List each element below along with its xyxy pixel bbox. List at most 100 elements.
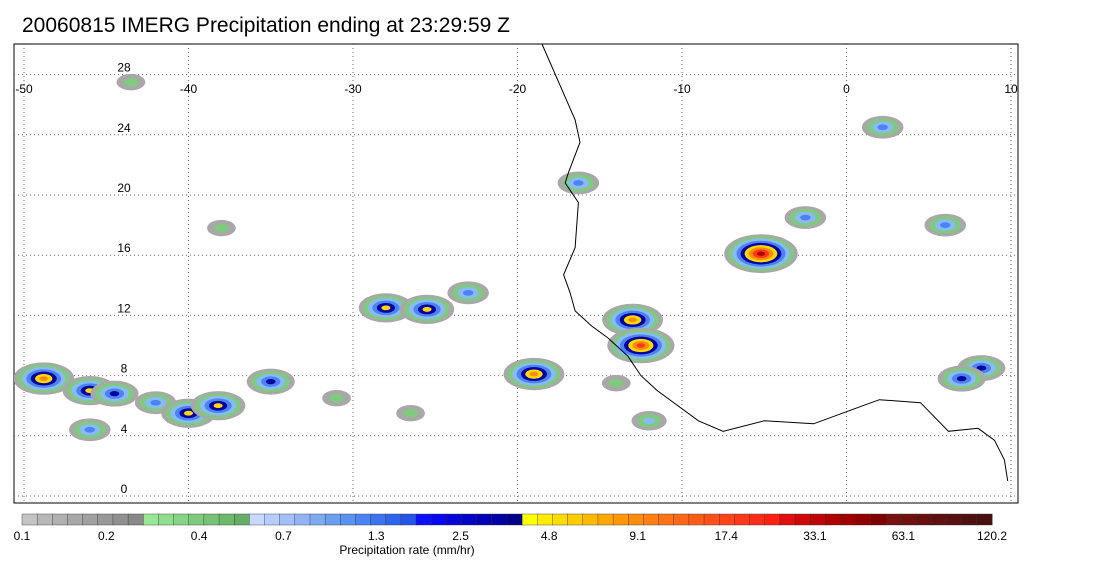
precip-cell	[396, 405, 425, 422]
colorbar-swatch	[946, 513, 963, 526]
colorbar-swatch	[552, 513, 569, 526]
colorbar-swatch	[188, 513, 205, 526]
axis-labels: -50 -40 -30 -20 -10 0 10 28 24 20 16 12 8 4 0	[15, 61, 1018, 496]
precip-cell	[69, 418, 111, 442]
colorbar-swatch	[279, 513, 296, 526]
precip-cell	[322, 389, 351, 407]
colorbar-swatch	[764, 513, 781, 526]
precip-contour	[800, 214, 811, 221]
lat-tick-label: 20	[117, 181, 131, 195]
precip-contour	[643, 417, 655, 425]
colorbar-swatch	[233, 513, 250, 526]
precip-contour	[940, 222, 951, 228]
precip-cell	[557, 171, 600, 195]
colorbar-swatch	[143, 513, 159, 526]
colorbar-swatch	[264, 513, 281, 526]
colorbar-swatch	[340, 513, 356, 526]
lat-tick-label: 4	[121, 422, 128, 436]
precip-contour	[976, 365, 987, 371]
precip-cell	[937, 365, 986, 392]
coastline	[541, 44, 1009, 481]
colorbar-tick-label: 0.2	[98, 529, 115, 543]
colorbar-tick-label: 9.1	[629, 529, 646, 543]
precip-cell	[358, 293, 414, 323]
precip-contour	[381, 305, 391, 311]
colorbar-tick-label: 120.2	[977, 529, 1007, 543]
colorbar-swatch	[976, 513, 993, 526]
precip-contour	[109, 391, 120, 397]
colorbar-tick-label: 1.3	[368, 529, 385, 543]
precip-contour	[403, 409, 418, 418]
colorbar-swatch	[582, 513, 599, 526]
precip-cell	[116, 73, 146, 91]
colorbar-swatch	[688, 513, 705, 526]
colorbar-swatch	[885, 513, 902, 526]
colorbar-swatch	[476, 513, 493, 526]
colorbar-swatch	[309, 513, 326, 526]
colorbar-swatch	[597, 513, 614, 526]
precip-contour	[877, 124, 888, 131]
precip-cell	[207, 219, 236, 237]
lat-tick-label: 0	[121, 482, 128, 496]
colorbar-swatch	[855, 513, 872, 526]
colorbar-swatch	[916, 513, 932, 526]
colorbar-swatch	[67, 513, 84, 526]
gridlines	[14, 44, 1018, 503]
colorbar-tick-label: 0.7	[275, 529, 292, 543]
precip-cell	[784, 206, 827, 229]
precip-cell	[607, 327, 675, 364]
colorbar-swatch	[82, 513, 99, 526]
coastline-path	[541, 44, 1009, 481]
colorbar-swatch	[658, 513, 675, 526]
colorbar-swatch	[431, 513, 447, 526]
figure-title: 20060815 IMERG Precipitation ending at 2…	[22, 14, 510, 37]
colorbar-swatch	[825, 513, 841, 526]
precip-cell	[631, 410, 667, 431]
colorbar-tick-label: 4.8	[541, 529, 558, 543]
precip-contour	[529, 371, 539, 377]
colorbar-swatch	[324, 513, 341, 526]
colorbar-swatch	[506, 513, 523, 526]
colorbar-swatch	[734, 513, 751, 526]
colorbar-swatch	[703, 513, 720, 526]
colorbar-swatch	[36, 513, 53, 526]
colorbar-swatch	[370, 513, 387, 526]
precip-contour	[956, 376, 967, 382]
colorbar-swatch	[809, 513, 826, 526]
lon-tick-label: -50	[15, 82, 33, 96]
precip-contour	[756, 251, 766, 256]
colorbar-swatch	[840, 513, 857, 526]
colorbar-swatch	[52, 513, 68, 526]
precip-contour	[462, 289, 474, 296]
precip-contour	[329, 394, 344, 403]
precipitation-layer	[14, 73, 1006, 442]
colorbar-swatch	[673, 513, 690, 526]
colorbar-tick-label: 0.4	[191, 529, 208, 543]
lon-tick-label: 10	[1004, 82, 1018, 96]
colorbar-swatch	[628, 513, 644, 526]
precip-contour	[214, 224, 229, 233]
precip-cell	[246, 368, 295, 395]
colorbar-swatch	[612, 513, 629, 526]
lon-tick-label: -20	[509, 82, 527, 96]
colorbar-tick-label: 33.1	[803, 529, 827, 543]
lat-tick-label: 24	[117, 121, 131, 135]
precip-cell	[14, 362, 75, 395]
precip-contour	[39, 376, 49, 381]
colorbar-tick-label: 2.5	[452, 529, 469, 543]
colorbar-swatch	[385, 513, 402, 526]
colorbar-swatch	[961, 513, 978, 526]
lon-tick-label: -10	[673, 82, 691, 96]
precip-cell	[724, 234, 798, 274]
colorbar-swatch	[355, 513, 372, 526]
precip-cell	[190, 391, 246, 421]
precip-cell	[503, 357, 565, 391]
colorbar-swatch	[249, 513, 265, 526]
precip-contour	[183, 410, 194, 416]
precip-cell	[861, 115, 904, 139]
colorbar-swatch	[446, 513, 463, 526]
precip-contour	[609, 379, 624, 388]
colorbar-swatch	[749, 513, 766, 526]
